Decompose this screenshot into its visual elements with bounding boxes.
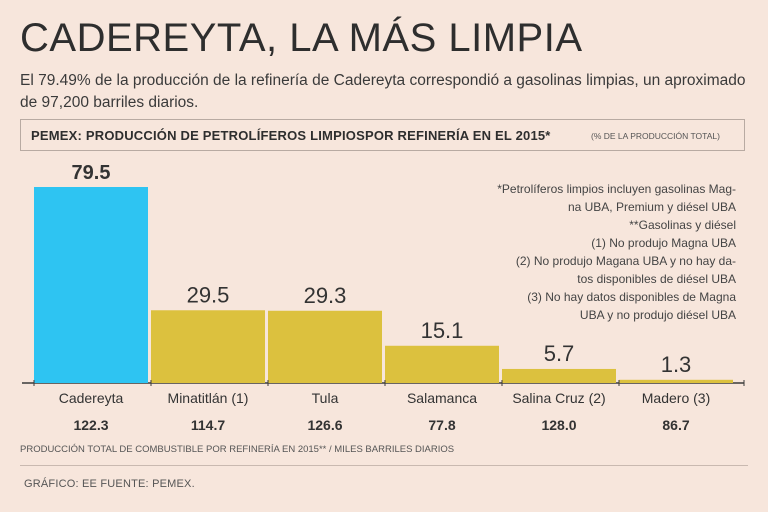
note-line: (2) No produjo Magana UBA y no hay da-: [515, 254, 736, 268]
data-label-3: 15.1: [421, 318, 464, 343]
data-label-1: 29.5: [187, 282, 230, 307]
chart-title: PEMEX: PRODUCCIÓN DE PETROLÍFEROS LIMPIO…: [31, 128, 551, 143]
chart-notes: *Petrolíferos limpios incluyen gasolinas…: [450, 180, 736, 324]
bar-3: [385, 345, 499, 383]
total-production-label: PRODUCCIÓN TOTAL DE COMBUSTIBLE POR REFI…: [20, 444, 455, 455]
chart-title-box: PEMEX: PRODUCCIÓN DE PETROLÍFEROS LIMPIO…: [20, 119, 745, 151]
total-production-3: 77.8: [428, 417, 455, 433]
note-line: *Petrolíferos limpios incluyen gasolinas…: [497, 182, 736, 196]
total-production-2: 126.6: [307, 417, 342, 433]
page-subtitle: El 79.49% de la producción de la refiner…: [20, 72, 746, 111]
category-label-4: Salina Cruz (2): [512, 390, 605, 406]
category-label-0: Cadereyta: [59, 390, 124, 406]
total-production-1: 114.7: [191, 417, 225, 433]
bar-5: [619, 379, 733, 383]
data-label-0: 79.5: [72, 162, 111, 184]
bar-0: [34, 187, 148, 383]
note-line: (1) No produjo Magna UBA: [591, 236, 736, 250]
total-production-5: 86.7: [662, 417, 689, 433]
category-label-1: Minatitlán (1): [168, 390, 249, 406]
bar-2: [268, 310, 382, 383]
note-line: tos disponibles de diésel UBA: [577, 272, 736, 286]
bar-1: [151, 310, 265, 383]
category-label-2: Tula: [312, 390, 339, 406]
page-title: CADEREYTA, LA MÁS LIMPIA: [20, 16, 583, 60]
credit-line: GRÁFICO: EE FUENTE: PEMEX.: [24, 478, 195, 490]
total-production-4: 128.0: [541, 417, 576, 433]
note-line: UBA y no produjo diésel UBA: [579, 308, 736, 322]
chart-unit: (% DE LA PRODUCCIÓN TOTAL): [591, 131, 720, 141]
category-label-3: Salamanca: [407, 390, 477, 406]
divider: [20, 465, 748, 466]
note-line: **Gasolinas y diésel: [629, 218, 736, 232]
note-line: (3) No hay datos disponibles de Magna: [527, 290, 736, 304]
note-line: na UBA, Premium y diésel UBA: [567, 200, 736, 214]
data-label-2: 29.3: [304, 283, 347, 308]
bar-4: [502, 368, 616, 383]
total-production-0: 122.3: [73, 417, 108, 433]
data-label-4: 5.7: [544, 341, 575, 366]
category-label-5: Madero (3): [642, 390, 710, 406]
data-label-5: 1.3: [661, 352, 692, 377]
